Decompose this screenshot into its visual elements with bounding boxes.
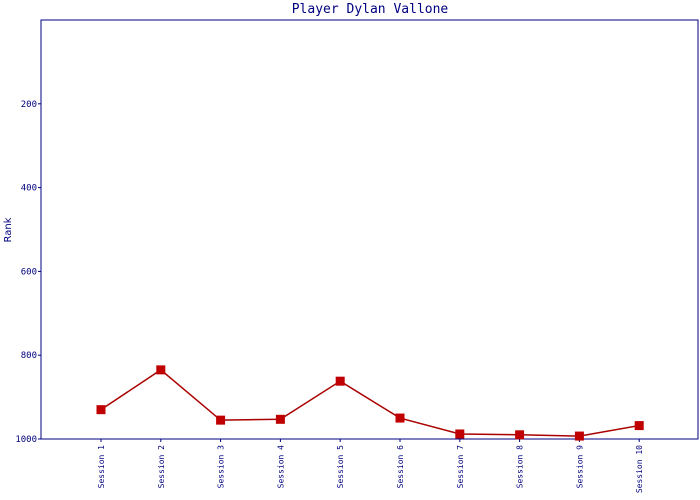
chart-title: Player Dylan Vallone (292, 2, 449, 17)
data-point-marker (515, 430, 525, 440)
y-tick-label: 1000 (15, 435, 37, 445)
data-point-marker (455, 429, 465, 439)
series-layer (96, 365, 644, 441)
y-tick-label: 800 (21, 351, 37, 361)
data-point-marker (335, 376, 345, 386)
data-point-marker (395, 413, 405, 423)
x-tick-label: Session 8 (516, 445, 525, 489)
data-point-marker (574, 431, 584, 441)
data-point-marker (216, 415, 226, 425)
x-tick-label: Session 2 (157, 445, 166, 489)
plot-area-frame (40, 19, 699, 440)
y-axis-ticks: 200 400 600 800 1000 (15, 100, 41, 445)
x-axis-ticks: Session 1 Session 2 Session 3 Session 4 Sess… (97, 439, 644, 493)
x-tick-label: Session 5 (336, 445, 345, 489)
x-tick-label: Session 10 (635, 445, 644, 493)
x-tick-label: Session 1 (97, 445, 106, 489)
data-point-marker (634, 421, 644, 431)
data-point-marker (96, 405, 106, 415)
y-tick-label: 400 (21, 184, 37, 194)
y-tick-label: 200 (21, 100, 37, 110)
y-axis-label: Rank (3, 217, 14, 242)
x-tick-label: Session 4 (276, 445, 285, 489)
x-tick-label: Session 6 (396, 445, 405, 489)
data-point-marker (275, 414, 285, 424)
x-tick-label: Session 9 (575, 445, 584, 489)
data-point-marker (156, 365, 166, 375)
series-line (100, 368, 640, 437)
y-tick-label: 600 (21, 267, 37, 277)
x-tick-label: Session 3 (217, 445, 226, 489)
x-tick-label: Session 7 (456, 445, 465, 489)
